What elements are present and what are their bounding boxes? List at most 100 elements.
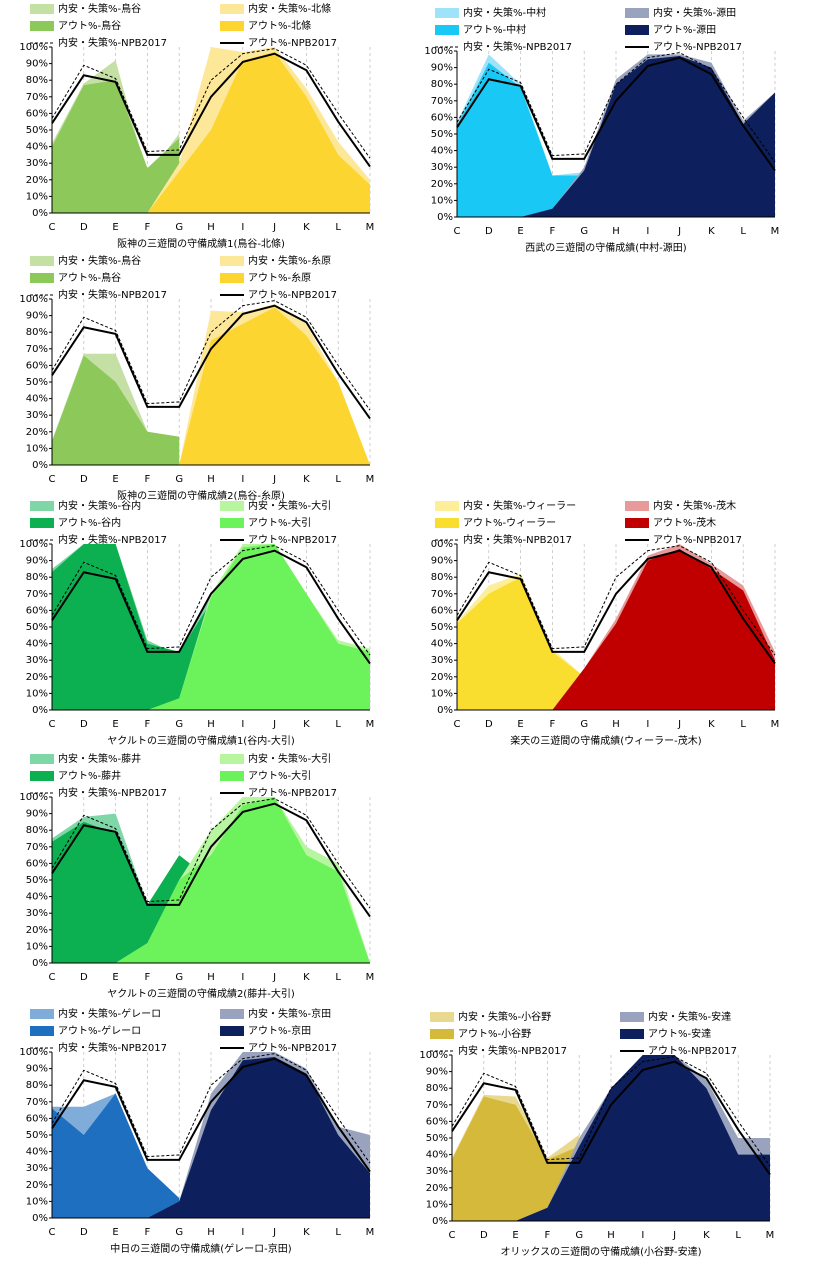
chart-title: 西武の三遊間の守備成績(中村-源田) — [525, 241, 687, 254]
legend-label: 内安・失策%-NPB2017 — [58, 1041, 167, 1054]
y-tick-label: 90% — [26, 1064, 48, 1075]
x-tick-label: E — [517, 719, 523, 730]
x-tick-label: K — [708, 226, 715, 237]
legend-swatch — [30, 518, 54, 528]
y-tick-label: 0% — [432, 1216, 448, 1227]
y-tick-label: 20% — [431, 672, 453, 683]
y-tick-label: 70% — [431, 589, 453, 600]
x-tick-label: D — [80, 719, 88, 730]
x-tick-label: I — [241, 719, 244, 730]
y-tick-label: 10% — [431, 688, 453, 699]
legend-label: 内安・失策%-ウィーラー — [463, 499, 576, 512]
y-tick-label: 40% — [431, 146, 453, 157]
legend-label: アウト%-NPB2017 — [653, 534, 742, 546]
x-tick-label: G — [175, 222, 183, 233]
y-tick-label: 40% — [431, 639, 453, 650]
area — [52, 80, 180, 213]
x-tick-label: G — [175, 474, 183, 485]
y-tick-label: 80% — [26, 572, 48, 583]
x-tick-label: H — [207, 972, 215, 983]
legend-swatch — [430, 1012, 454, 1022]
x-tick-label: D — [80, 972, 88, 983]
x-tick-label: E — [112, 1227, 118, 1238]
x-tick-label: G — [580, 719, 588, 730]
legend-swatch — [30, 256, 54, 266]
legend-swatch — [30, 754, 54, 764]
y-tick-label: 10% — [431, 195, 453, 206]
y-tick-label: 70% — [426, 1100, 448, 1111]
area — [115, 797, 370, 963]
legend-label: アウト%-中村 — [463, 23, 526, 36]
x-tick-label: E — [517, 226, 523, 237]
x-tick-label: D — [485, 226, 493, 237]
y-tick-label: 100% — [19, 539, 48, 550]
y-tick-label: 10% — [426, 1199, 448, 1210]
x-tick-label: L — [335, 972, 341, 983]
x-tick-label: I — [241, 972, 244, 983]
legend-label: アウト%-NPB2017 — [648, 1045, 737, 1057]
x-tick-label: M — [366, 719, 375, 730]
y-tick-label: 40% — [26, 142, 48, 153]
x-tick-label: M — [771, 226, 780, 237]
y-tick-label: 100% — [424, 46, 453, 57]
legend-swatch — [220, 256, 244, 266]
legend-label: アウト%-糸原 — [248, 272, 311, 284]
y-tick-label: 50% — [26, 125, 48, 136]
x-tick-label: G — [175, 1227, 183, 1238]
x-tick-label: H — [607, 1230, 615, 1241]
chart-title: ヤクルトの三遊間の守備成績2(藤井-大引) — [107, 987, 295, 1000]
x-tick-label: J — [272, 972, 276, 983]
y-tick-label: 40% — [26, 1147, 48, 1158]
legend-swatch — [30, 1026, 54, 1036]
x-tick-label: L — [740, 226, 746, 237]
legend-label: アウト%-NPB2017 — [653, 41, 742, 53]
y-tick-label: 50% — [431, 129, 453, 140]
x-tick-label: E — [112, 972, 118, 983]
y-tick-label: 40% — [26, 639, 48, 650]
y-tick-label: 40% — [426, 1150, 448, 1161]
x-tick-label: J — [677, 719, 681, 730]
legend-swatch — [435, 518, 459, 528]
x-tick-label: J — [672, 1230, 676, 1241]
line — [51, 802, 371, 918]
x-tick-label: L — [740, 719, 746, 730]
area — [457, 62, 585, 218]
legend-swatch — [625, 501, 649, 511]
x-tick-label: M — [366, 222, 375, 233]
legend-swatch — [220, 754, 244, 764]
legend-label: アウト%-NPB2017 — [248, 37, 337, 49]
y-tick-label: 70% — [26, 589, 48, 600]
x-tick-label: G — [175, 719, 183, 730]
x-tick-label: K — [303, 474, 310, 485]
x-tick-label: K — [303, 719, 310, 730]
y-tick-label: 20% — [26, 1180, 48, 1191]
legend-swatch — [30, 4, 54, 14]
y-tick-label: 30% — [426, 1166, 448, 1177]
legend-label: 内安・失策%-NPB2017 — [58, 288, 167, 301]
line — [456, 56, 776, 172]
legend-label: アウト%-源田 — [653, 23, 716, 36]
y-tick-label: 90% — [431, 63, 453, 74]
y-tick-label: 60% — [26, 360, 48, 371]
x-tick-label: M — [366, 1227, 375, 1238]
y-tick-label: 50% — [431, 622, 453, 633]
x-tick-label: K — [303, 222, 310, 233]
x-tick-label: M — [366, 474, 375, 485]
legend-label: アウト%-京田 — [248, 1024, 311, 1037]
x-tick-label: G — [575, 1230, 583, 1241]
y-tick-label: 0% — [437, 212, 453, 223]
y-tick-label: 20% — [26, 925, 48, 936]
legend-label: 内安・失策%-安達 — [648, 1010, 731, 1023]
y-tick-label: 80% — [26, 825, 48, 836]
y-tick-label: 10% — [26, 443, 48, 454]
area — [52, 1093, 180, 1218]
x-tick-label: E — [112, 222, 118, 233]
line — [451, 1060, 771, 1176]
chart-title: 阪神の三遊間の守備成績2(鳥谷-糸原) — [117, 489, 285, 502]
legend-label: アウト%-大引 — [248, 516, 311, 529]
y-tick-label: 90% — [426, 1067, 448, 1078]
legend-label: アウト%-NPB2017 — [248, 1042, 337, 1054]
